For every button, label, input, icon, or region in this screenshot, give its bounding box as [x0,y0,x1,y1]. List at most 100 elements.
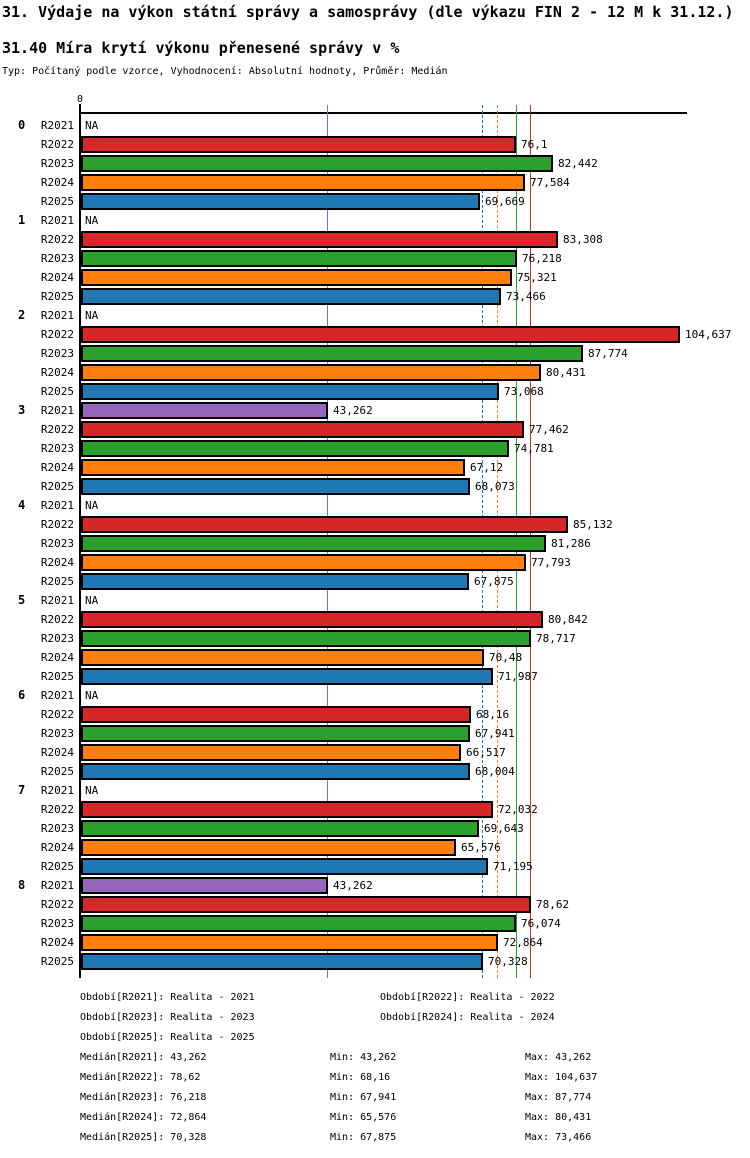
bar-value-label: 76,074 [521,917,561,930]
bar-r2023 [81,345,583,362]
bar-r2023 [81,725,470,742]
x-axis-top-line [79,112,687,114]
na-value-label: NA [85,214,99,227]
category-label: 7 [18,783,26,797]
year-label-r2021: R2021 [40,689,74,702]
category-label: 5 [18,593,26,607]
bar-r2022 [81,136,516,153]
bar-r2025 [81,288,501,305]
bar-value-label: 78,717 [536,632,576,645]
bar-r2023 [81,250,517,267]
bar-r2022 [81,801,493,818]
bar-value-label: 67,875 [474,575,514,588]
bar-r2023 [81,630,531,647]
year-label-r2023: R2023 [40,727,74,740]
year-label-r2022: R2022 [40,423,74,436]
year-label-r2024: R2024 [40,746,74,759]
bar-r2023 [81,915,516,932]
bar-r2022 [81,896,531,913]
bar-value-label: 70,328 [488,955,528,968]
stat-min: Min: 67,941 [330,1092,397,1103]
bar-value-label: 80,431 [546,366,586,379]
y-axis-line [79,104,81,978]
stat-median: Medián[R2021]: 43,262 [80,1052,207,1063]
year-label-r2024: R2024 [40,366,74,379]
legend-item: Období[R2024]: Realita - 2024 [380,1012,555,1023]
stat-max: Max: 87,774 [525,1092,592,1103]
year-label-r2023: R2023 [40,537,74,550]
year-label-r2024: R2024 [40,556,74,569]
na-value-label: NA [85,784,99,797]
bar-value-label: 68,004 [475,765,515,778]
bar-r2022 [81,611,543,628]
stat-median: Medián[R2022]: 78,62 [80,1072,201,1083]
year-label-r2024: R2024 [40,936,74,949]
bar-value-label: 43,262 [333,879,373,892]
bar-value-label: 75,321 [517,271,557,284]
year-label-r2022: R2022 [40,898,74,911]
category-label: 8 [18,878,26,892]
bar-value-label: 77,462 [529,423,569,436]
stat-max: Max: 73,466 [525,1132,592,1143]
bar-r2024 [81,364,541,381]
year-label-r2024: R2024 [40,461,74,474]
category-label: 4 [18,498,26,512]
bar-r2025 [81,383,499,400]
bar-r2024 [81,269,512,286]
year-label-r2024: R2024 [40,651,74,664]
stat-median: Medián[R2025]: 70,328 [80,1132,207,1143]
bar-r2025 [81,858,488,875]
year-label-r2022: R2022 [40,233,74,246]
bar-r2023 [81,535,546,552]
bar-value-label: 43,262 [333,404,373,417]
stat-median: Medián[R2024]: 72,864 [80,1112,207,1123]
category-label: 2 [18,308,26,322]
bar-value-label: 72,032 [498,803,538,816]
bar-value-label: 67,941 [475,727,515,740]
bar-r2024 [81,459,465,476]
bar-value-label: 80,842 [548,613,588,626]
na-value-label: NA [85,499,99,512]
bar-value-label: 87,774 [588,347,628,360]
bar-value-label: 67,12 [470,461,504,474]
stat-min: Min: 43,262 [330,1052,397,1063]
bar-r2023 [81,155,553,172]
na-value-label: NA [85,689,99,702]
bar-value-label: 77,793 [531,556,571,569]
stat-max: Max: 104,637 [525,1072,598,1083]
year-label-r2025: R2025 [40,860,74,873]
bar-r2023 [81,820,479,837]
bar-r2025 [81,573,469,590]
year-label-r2024: R2024 [40,271,74,284]
bar-r2022 [81,421,524,438]
bar-value-label: 71,987 [498,670,538,683]
bar-r2025 [81,478,470,495]
bar-value-label: 69,669 [485,195,525,208]
year-label-r2021: R2021 [40,404,74,417]
year-label-r2021: R2021 [40,214,74,227]
na-value-label: NA [85,594,99,607]
bar-r2022 [81,231,558,248]
bar-value-label: 81,286 [551,537,591,550]
year-label-r2023: R2023 [40,442,74,455]
stat-max: Max: 80,431 [525,1112,592,1123]
bar-value-label: 72,864 [503,936,543,949]
bar-value-label: 73,466 [506,290,546,303]
bar-value-label: 69,643 [484,822,524,835]
year-label-r2025: R2025 [40,575,74,588]
year-label-r2021: R2021 [40,784,74,797]
year-label-r2024: R2024 [40,176,74,189]
na-value-label: NA [85,309,99,322]
bar-r2024 [81,839,456,856]
year-label-r2025: R2025 [40,195,74,208]
bar-r2024 [81,649,484,666]
bar-value-label: 68,16 [476,708,510,721]
year-label-r2022: R2022 [40,803,74,816]
year-label-r2022: R2022 [40,708,74,721]
year-label-r2023: R2023 [40,632,74,645]
bar-value-label: 76,218 [522,252,562,265]
bar-value-label: 76,1 [521,138,548,151]
bar-r2025 [81,763,470,780]
bar-r2022 [81,706,471,723]
